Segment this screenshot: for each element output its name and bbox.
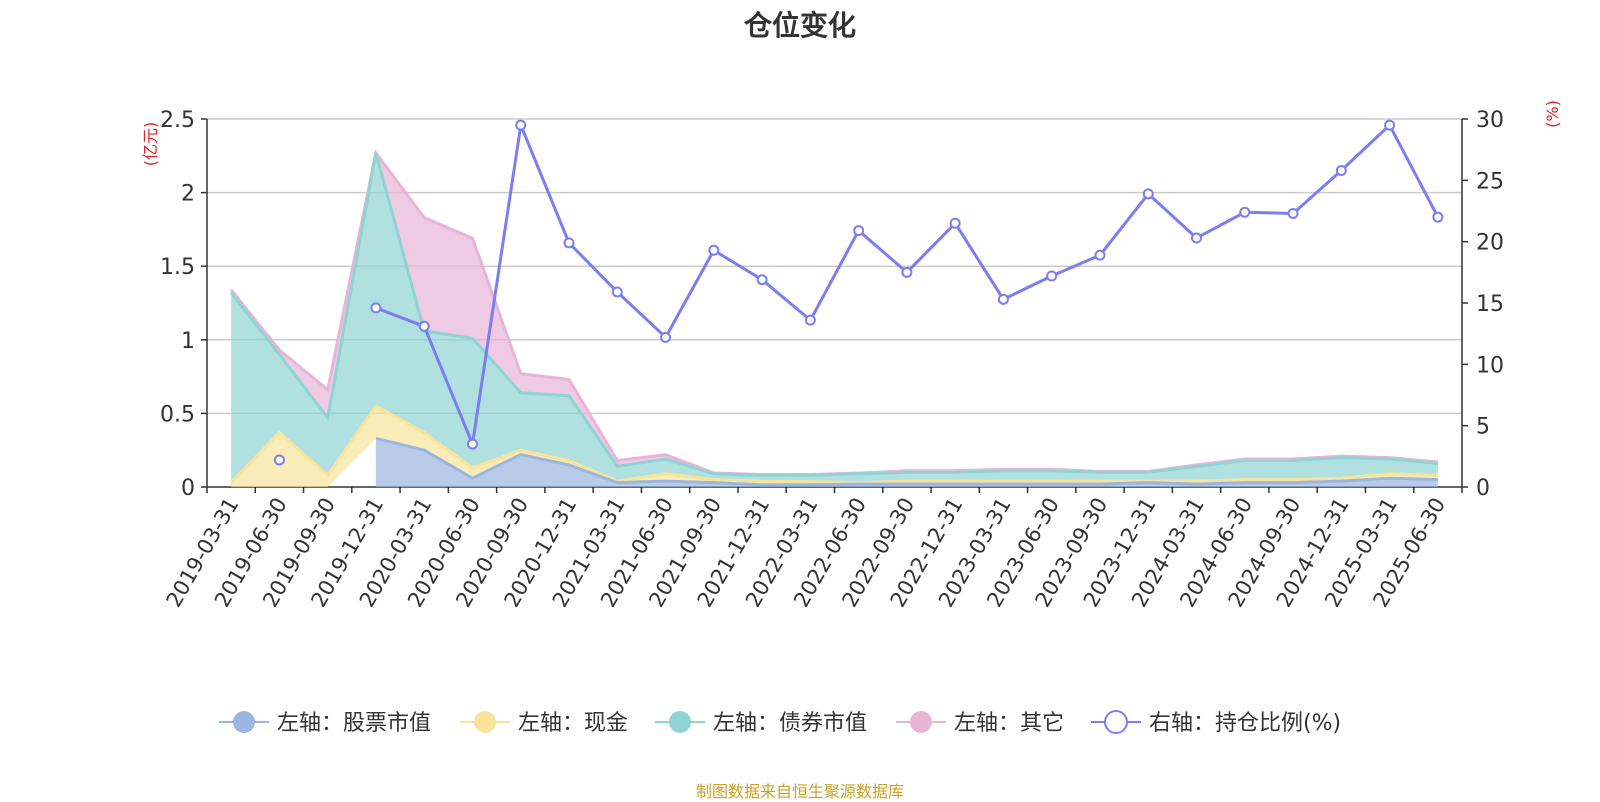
- area-line-2: [230, 404, 1438, 485]
- legend-item-1: 左轴：股票市值: [219, 711, 431, 736]
- legend-item-4: 左轴：其它: [896, 711, 1064, 736]
- ratio-point: [901, 266, 913, 278]
- legend-label: 左轴：债券市值: [713, 711, 867, 736]
- y-left-tick-label: 0.5: [160, 402, 195, 427]
- ratio-point: [1384, 119, 1396, 131]
- ratio-point: [466, 438, 478, 450]
- legend-marker: [233, 711, 255, 733]
- data-source-note: 制图数据来自恒生聚源数据库: [695, 782, 904, 801]
- legend-label: 左轴：股票市值: [277, 711, 431, 736]
- ratio-point: [997, 293, 1009, 305]
- ratio-point: [756, 274, 768, 286]
- y-left-tick-label: 1: [181, 329, 195, 354]
- legend-marker: [910, 711, 932, 733]
- y-right-tick-label: 20: [1476, 231, 1504, 256]
- ratio-point: [1239, 206, 1251, 218]
- y-right-tick-label: 5: [1476, 415, 1490, 440]
- y-left-tick-label: 0: [181, 476, 195, 501]
- y-right-unit-label: (%): [1543, 100, 1562, 128]
- ratio-point: [563, 237, 575, 249]
- legend-marker: [474, 711, 496, 733]
- ratio-point: [949, 217, 961, 229]
- ratio-point: [804, 314, 816, 326]
- legend-label: 左轴：其它: [954, 711, 1064, 736]
- y-left-tick-label: 2: [181, 182, 195, 207]
- area-line-3: [229, 152, 1439, 477]
- chart-title: 仓位变化: [743, 9, 856, 42]
- ratio-point: [1432, 211, 1444, 223]
- legend-item-5: 右轴：持仓比例(%): [1091, 710, 1341, 736]
- ratio-point: [611, 286, 623, 298]
- ratio-point: [1335, 165, 1347, 177]
- legend-marker: [1104, 710, 1128, 734]
- legend-label: 左轴：现金: [518, 711, 628, 736]
- legend-marker: [669, 711, 691, 733]
- area-4: [231, 152, 1438, 476]
- ratio-point: [1191, 232, 1203, 244]
- ratio-point: [1142, 188, 1154, 200]
- ratio-point: [708, 244, 720, 256]
- y-right-tick-label: 10: [1476, 353, 1504, 378]
- legend-item-2: 左轴：现金: [460, 711, 628, 736]
- y-left-unit-label: (亿元): [141, 122, 160, 167]
- ratio-point: [418, 320, 430, 332]
- ratio-point: [853, 225, 865, 237]
- ratio-point: [370, 302, 382, 314]
- area-3: [231, 152, 1438, 483]
- ratio-point: [515, 119, 527, 131]
- legend-label: 右轴：持仓比例(%): [1149, 711, 1341, 736]
- ratio-point: [273, 454, 285, 466]
- y-right-tick-label: 30: [1476, 108, 1504, 133]
- y-right-tick-label: 0: [1476, 476, 1490, 501]
- y-right-tick-label: 25: [1476, 169, 1504, 194]
- y-left-tick-label: 1.5: [160, 255, 195, 280]
- y-right-tick-label: 15: [1476, 292, 1504, 317]
- ratio-point: [1094, 249, 1106, 261]
- ratio-point: [1287, 207, 1299, 219]
- ratio-point: [1046, 270, 1058, 282]
- legend-item-3: 左轴：债券市值: [655, 711, 867, 736]
- area-line-1: [375, 436, 1438, 487]
- ratio-point: [660, 331, 672, 343]
- y-left-tick-label: 2.5: [160, 108, 195, 133]
